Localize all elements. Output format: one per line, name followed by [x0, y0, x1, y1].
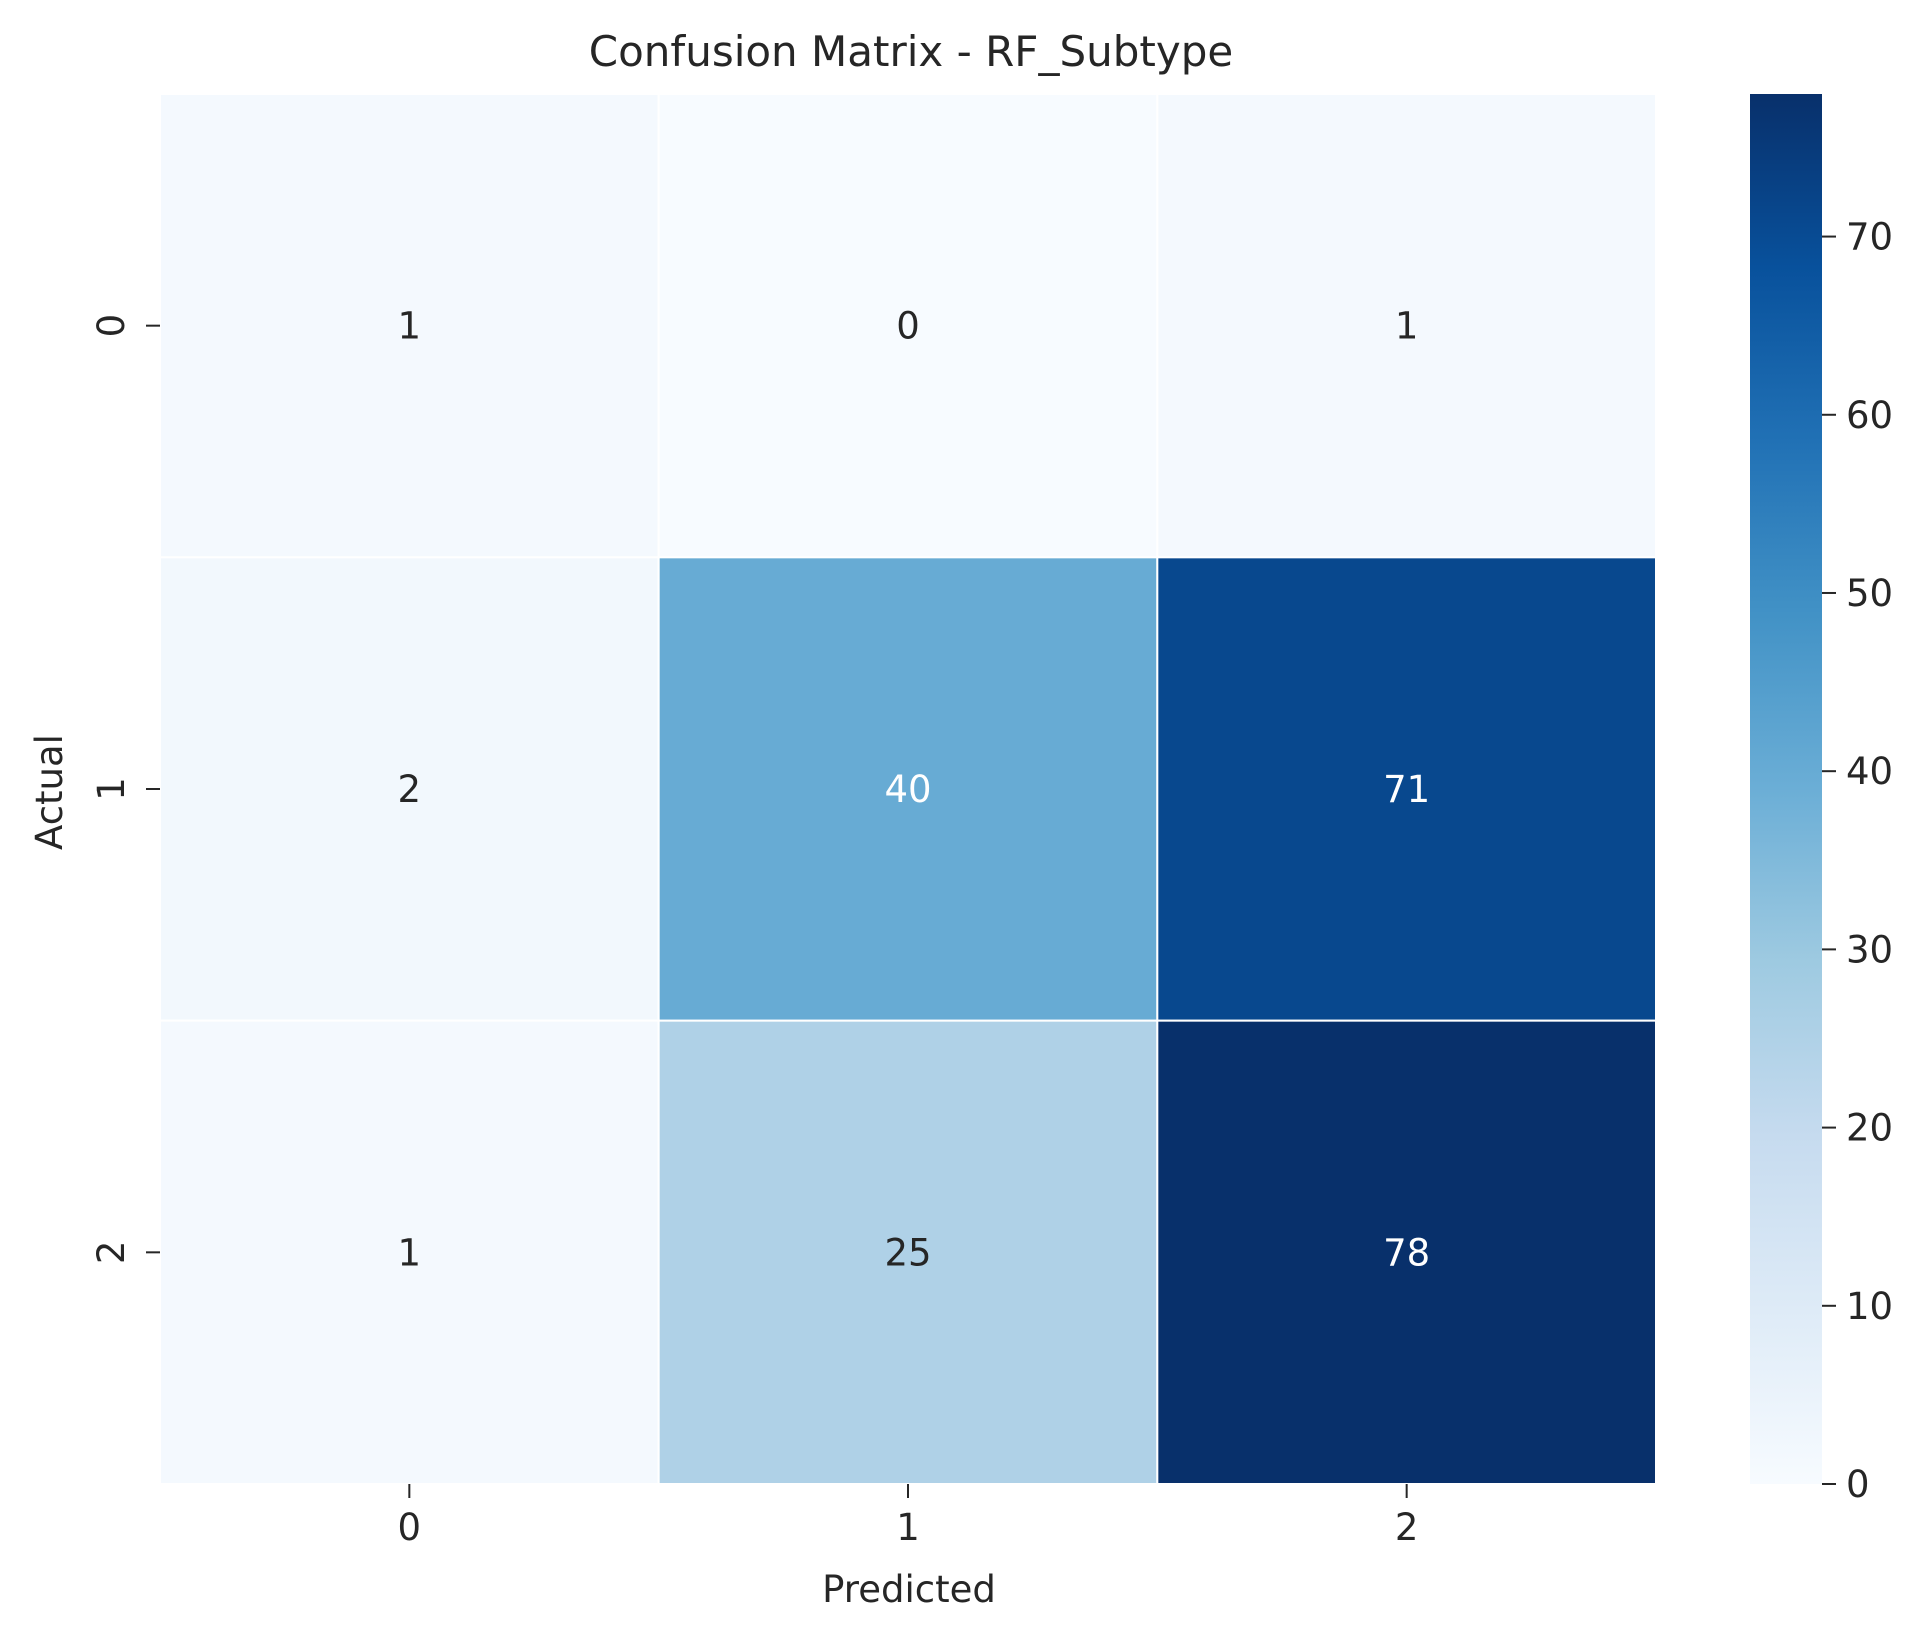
y-tick-label: 2	[90, 1241, 133, 1265]
cell-value-2-1: 25	[884, 1231, 931, 1274]
colorbar-tick-label: 40	[1846, 750, 1893, 793]
heatmap-cell-1-2	[1156, 556, 1658, 1022]
heatmap-cell-0-2	[1156, 93, 1658, 559]
colorbar-tick-label: 70	[1846, 216, 1893, 259]
cell-value-1-0: 2	[398, 768, 422, 811]
y-axis: 0 1 2	[90, 314, 160, 1264]
colorbar-tick-label: 50	[1846, 572, 1893, 615]
heatmap-cells	[159, 93, 1658, 1486]
colorbar-tick-label: 60	[1846, 394, 1893, 437]
cell-value-0-2: 1	[1395, 305, 1419, 348]
x-tick-label: 2	[1395, 1506, 1419, 1549]
x-tick-label: 1	[896, 1506, 920, 1549]
x-axis: 0 1 2	[398, 1484, 1419, 1549]
heatmap-cell-0-0	[159, 93, 660, 559]
colorbar-tick-label: 0	[1846, 1463, 1870, 1506]
colorbar	[1750, 94, 1822, 1484]
cell-value-2-2: 78	[1383, 1231, 1430, 1274]
chart-title: Confusion Matrix - RF_Subtype	[589, 27, 1233, 76]
cell-value-0-1: 0	[896, 305, 920, 348]
heatmap-annotations: 1 0 1 2 40 71 1 25 78	[398, 305, 1431, 1275]
cell-value-0-0: 1	[398, 305, 422, 348]
x-axis-label: Predicted	[822, 1568, 996, 1611]
cell-value-1-1: 40	[884, 768, 931, 811]
cell-value-2-0: 1	[398, 1231, 422, 1274]
colorbar-tick-label: 30	[1846, 928, 1893, 971]
heatmap-cell-2-0	[159, 1019, 660, 1486]
colorbar-ticks: 0 10 20 30 40 50 60 70	[1822, 216, 1893, 1506]
x-tick-label: 0	[398, 1506, 422, 1549]
colorbar-tick-label: 10	[1846, 1285, 1893, 1328]
heatmap-cell-1-0	[159, 556, 660, 1022]
y-tick-label: 1	[90, 777, 133, 801]
cell-value-1-2: 71	[1383, 768, 1430, 811]
heatmap-cell-1-1	[657, 556, 1159, 1022]
heatmap-cell-0-1	[657, 93, 1159, 559]
heatmap-cell-2-1	[657, 1019, 1159, 1486]
y-tick-label: 0	[90, 314, 133, 338]
y-axis-label: Actual	[28, 734, 71, 850]
colorbar-tick-label: 20	[1846, 1107, 1893, 1150]
